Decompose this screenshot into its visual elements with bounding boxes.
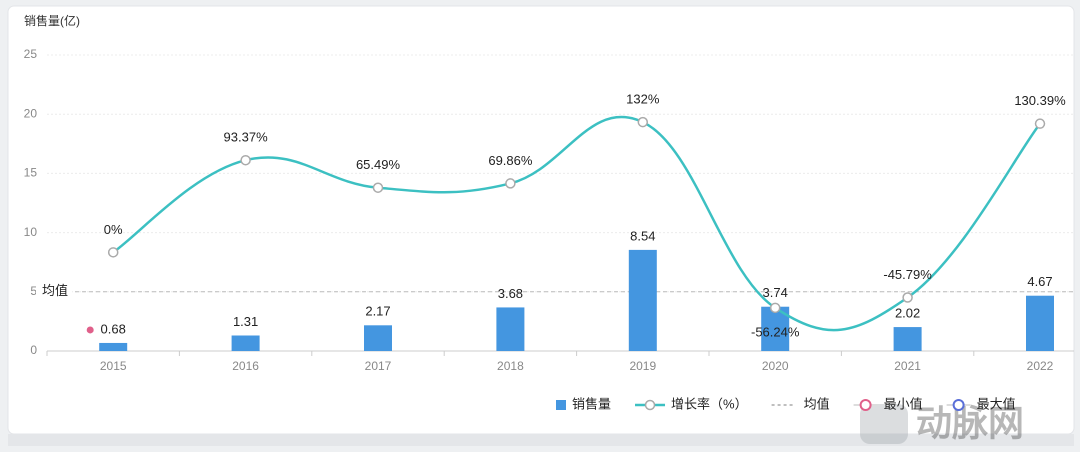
bar-value-label: 3.74	[763, 285, 788, 300]
y-tick-label: 10	[24, 225, 38, 239]
x-tick-label: 2018	[497, 359, 524, 373]
min-marker	[86, 326, 94, 334]
bar-value-label: 1.31	[233, 314, 258, 329]
bar	[496, 307, 525, 351]
watermark-logo	[860, 404, 908, 444]
y-tick-label: 5	[30, 284, 37, 298]
legend-label: 均值	[804, 396, 830, 411]
y-tick-label: 25	[24, 47, 38, 61]
line-point	[372, 182, 384, 193]
legend-swatch-point	[952, 399, 965, 411]
x-tick-label: 2016	[232, 359, 259, 373]
y-tick-label: 15	[24, 166, 38, 180]
line-value-label: 69.86%	[488, 153, 533, 168]
bar	[628, 249, 657, 351]
legend: 销售量 增长率（%） 均值 最小值 最大值	[556, 396, 1016, 411]
legend-swatch-point	[644, 399, 656, 411]
x-tick-label: 2019	[629, 359, 656, 373]
bar	[364, 325, 392, 351]
line-value-label: 132%	[626, 92, 660, 107]
line-value-label: -56.24%	[751, 324, 800, 339]
bar	[99, 342, 128, 351]
watermark-text: 动脉网	[916, 403, 1024, 444]
x-tick-label: 2021	[894, 359, 921, 373]
line-value-label: 93.37%	[224, 130, 269, 145]
legend-swatch	[556, 400, 566, 410]
bar-value-label: 4.67	[1027, 274, 1052, 289]
bar-value-label: 8.54	[630, 228, 655, 243]
line-point	[1034, 118, 1046, 129]
line-value-label: -45.79%	[883, 267, 932, 282]
legend-label: 最小值	[884, 396, 923, 411]
mean-label: 均值	[42, 283, 68, 298]
bar	[231, 335, 260, 351]
line-point	[902, 292, 913, 303]
legend-label: 最大值	[977, 396, 1016, 411]
bar-value-label: 2.17	[365, 304, 390, 319]
bar-value-label: 3.68	[498, 286, 523, 301]
y-tick-label: 0	[30, 343, 37, 357]
watermark: 动脉网	[860, 403, 1024, 444]
x-tick-label: 2020	[762, 359, 789, 373]
x-tick-label: 2017	[365, 359, 392, 373]
legend-swatch-point	[859, 399, 872, 411]
line-point	[637, 116, 649, 128]
y-axis-label: 销售量(亿)	[24, 13, 80, 28]
line-point	[240, 154, 251, 166]
line-value-label: 65.49%	[356, 157, 401, 172]
legend-label: 销售量	[572, 396, 611, 411]
bar	[893, 327, 922, 351]
bar-value-label: 0.68	[101, 321, 126, 336]
mean-label-bg	[36, 282, 72, 301]
legend-label: 增长率（%）	[671, 396, 748, 411]
line-value-label: 0%	[104, 222, 123, 237]
x-tick-label: 2022	[1027, 359, 1054, 373]
bar-value-label: 2.02	[895, 306, 920, 321]
line-point	[107, 247, 119, 258]
x-tick-label: 2015	[100, 359, 127, 373]
bar	[1026, 295, 1054, 351]
line-point	[505, 178, 516, 189]
line-point	[769, 302, 781, 314]
bottom-strip	[8, 434, 1074, 446]
line-value-label: 130.39%	[1014, 93, 1066, 108]
y-tick-label: 20	[24, 106, 38, 120]
